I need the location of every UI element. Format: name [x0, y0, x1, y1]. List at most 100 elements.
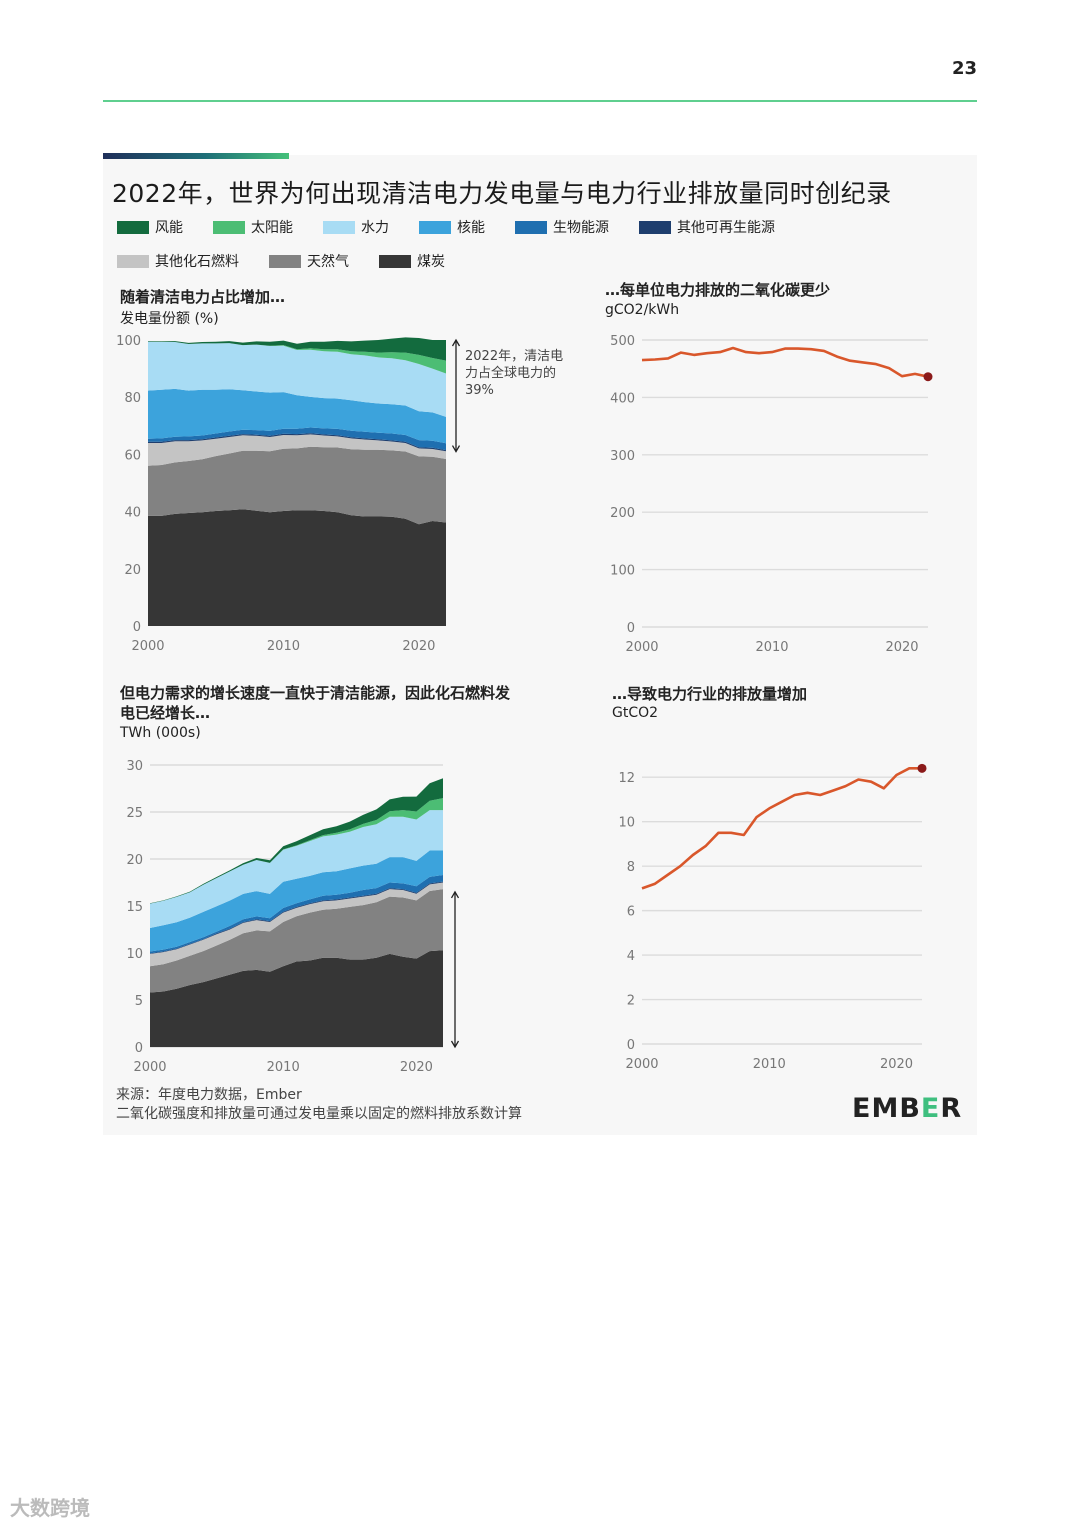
- latest-point: [923, 372, 933, 382]
- y-tick-label: 2: [627, 994, 635, 1009]
- legend-label: 水力: [361, 220, 389, 236]
- area-series: [148, 341, 446, 417]
- y-tick-label: 25: [126, 806, 143, 821]
- y-tick-label: 500: [610, 334, 635, 349]
- x-tick-label: 2020: [880, 1057, 913, 1072]
- y-tick-label: 6: [627, 905, 635, 920]
- legend-label: 核能: [457, 220, 485, 236]
- area-series: [148, 433, 446, 452]
- logo-letter: M: [871, 1093, 900, 1124]
- x-tick-label: 2010: [753, 1057, 786, 1072]
- top-divider: [103, 100, 977, 102]
- legend-label: 其他可再生能源: [677, 220, 775, 236]
- chart4-heading: …导致电力行业的排放量增加: [612, 685, 808, 703]
- chart3-heading: 但电力需求的增长速度一直快于清洁能源，因此化石燃料发 电已经增长…: [120, 683, 590, 723]
- ember-logo: EMBER: [852, 1093, 962, 1124]
- area-series: [148, 388, 446, 444]
- chart1-share-area: 0 20 40 60 80 100 2000 2010 2020 2022年，清洁电力占全球电力的…: [116, 334, 563, 654]
- legend-swatch: [269, 254, 301, 268]
- annotation-text: 2022年，清洁电: [465, 349, 563, 364]
- y-tick-label: 15: [126, 900, 143, 915]
- y-tick-label: 300: [610, 449, 635, 464]
- y-tick-label: 80: [124, 391, 141, 406]
- area-series: [148, 341, 446, 374]
- x-tick-label: 2000: [625, 640, 658, 655]
- y-tick-label: 20: [126, 853, 143, 868]
- logo-letter: B: [899, 1093, 921, 1124]
- y-tick-label: 8: [627, 860, 635, 875]
- legend-item: 其他化石燃料: [117, 252, 239, 270]
- x-tick-label: 2000: [625, 1057, 658, 1072]
- x-tick-label: 2010: [267, 1060, 300, 1075]
- annotation-text: 力占全球电力的: [465, 365, 556, 381]
- line-series: [641, 767, 922, 890]
- chart1-heading: 随着清洁电力占比增加…: [120, 288, 286, 306]
- area-series: [148, 434, 446, 466]
- legend-label: 风能: [155, 220, 183, 236]
- x-tick-label: 2020: [885, 640, 918, 655]
- legend-swatch: [515, 220, 547, 234]
- y-tick-label: 10: [618, 816, 635, 831]
- legend-swatch: [639, 220, 671, 234]
- legend-swatch: [117, 254, 149, 268]
- chart3-ylabel: TWh (000s): [120, 725, 201, 741]
- area-series: [148, 337, 446, 361]
- area-series: [150, 882, 443, 967]
- logo-letter: E: [920, 1093, 941, 1124]
- legend-label: 其他化石燃料: [155, 254, 239, 270]
- x-tick-label: 2010: [267, 639, 300, 654]
- legend-swatch: [323, 220, 355, 234]
- y-tick-label: 0: [627, 1038, 635, 1053]
- watermark: 大数跨境: [10, 1496, 90, 1520]
- y-tick-label: 0: [627, 621, 635, 636]
- area-series: [150, 798, 443, 904]
- y-tick-label: 10: [126, 947, 143, 962]
- y-tick-label: 12: [618, 771, 635, 786]
- legend-label: 生物能源: [553, 220, 609, 236]
- legend-label: 太阳能: [251, 220, 293, 236]
- y-tick-label: 60: [124, 448, 141, 463]
- y-tick-label: 30: [126, 759, 143, 774]
- y-tick-label: 400: [610, 391, 635, 406]
- area-series: [150, 875, 443, 954]
- chart3-heading-line1: 但电力需求的增长速度一直快于清洁能源，因此化石燃料发: [120, 684, 511, 702]
- legend-swatch: [117, 220, 149, 234]
- area-series: [148, 446, 446, 525]
- y-tick-label: 4: [627, 949, 635, 964]
- range-arrow: [451, 338, 461, 453]
- legend-swatch: [213, 220, 245, 234]
- x-tick-label: 2000: [133, 1060, 166, 1075]
- legend-swatch: [419, 220, 451, 234]
- area-series: [148, 427, 446, 451]
- chart4-ylabel: GtCO2: [612, 705, 659, 721]
- legend-item: 水力: [323, 218, 389, 236]
- legend-item: 核能: [419, 218, 485, 236]
- chart1-ylabel: 发电量份额 (%): [120, 311, 219, 327]
- y-tick-label: 100: [116, 334, 141, 349]
- logo-letter: R: [940, 1093, 963, 1124]
- logo-letter: E: [852, 1093, 872, 1124]
- y-tick-label: 200: [610, 506, 635, 521]
- y-tick-label: 40: [124, 506, 141, 521]
- chart2-ylabel: gCO2/kWh: [605, 302, 680, 318]
- legend-item: 风能: [117, 218, 183, 236]
- latest-point: [917, 763, 927, 773]
- source-line-1: 来源：年度电力数据，Ember: [116, 1087, 302, 1103]
- area-series: [150, 810, 443, 928]
- area-series: [150, 950, 443, 1047]
- area-series: [148, 509, 446, 626]
- legend-item: 生物能源: [515, 218, 609, 236]
- area-series: [150, 850, 443, 952]
- legend-item: 其他可再生能源: [639, 218, 775, 236]
- legend-label: 煤炭: [417, 254, 445, 270]
- y-tick-label: 20: [124, 563, 141, 578]
- chart2-heading: …每单位电力排放的二氧化碳更少: [605, 281, 831, 299]
- chart3-twh-area: 0 5 10 15 20 25 30 2000 2010 2020: [126, 759, 460, 1075]
- legend-swatch: [379, 254, 411, 268]
- source-line-2: 二氧化碳强度和排放量可通过发电量乘以固定的燃料排放系数计算: [116, 1106, 522, 1122]
- legend-label: 天然气: [307, 254, 349, 270]
- figure-title: 2022年，世界为何出现清洁电力发电量与电力行业排放量同时创纪录: [112, 179, 892, 208]
- y-tick-label: 5: [135, 994, 143, 1009]
- chart2-intensity-line: 0 100 200 300 400 500 2000 2010 2020: [610, 334, 933, 655]
- area-series: [150, 889, 443, 993]
